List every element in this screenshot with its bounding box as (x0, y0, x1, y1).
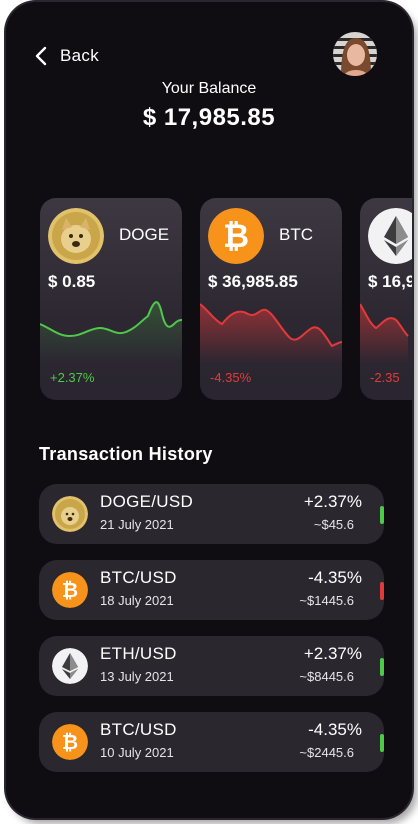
transaction-date: 21 July 2021 (100, 517, 174, 532)
doge-icon (52, 496, 88, 532)
transaction-pair: BTC/USD (100, 568, 177, 587)
coin-change: +2.37% (50, 370, 95, 385)
coin-card-eth[interactable]: ETH $ 16,9 -2.35 (360, 198, 412, 400)
trend-indicator (380, 582, 384, 600)
price-sparkline (360, 303, 409, 364)
transaction-change: -4.35% (308, 720, 362, 739)
coin-price: $ 16,9 (368, 272, 412, 291)
doge-icon (48, 208, 104, 264)
coin-card-btc[interactable]: ₿ BTC $ 36,985.85 -4.35% (200, 198, 342, 400)
price-sparkline (200, 303, 342, 364)
coin-change: -2.35 (370, 370, 400, 385)
balance-label: Your Balance (161, 80, 257, 97)
coin-symbol: DOGE (119, 225, 170, 244)
transaction-change: +2.37% (303, 492, 362, 511)
transaction-row[interactable]: ETH/USD 13 July 2021 +2.37% ~$8445.6 (39, 636, 384, 696)
bitcoin-icon: ₿ (52, 724, 88, 760)
ethereum-icon (52, 648, 88, 684)
ethereum-icon (368, 208, 412, 264)
transaction-amount: ~$1445.6 (299, 593, 354, 608)
balance-value: $ 17,985.85 (142, 104, 276, 131)
transaction-pair: ETH/USD (100, 644, 177, 663)
trend-indicator (380, 734, 384, 752)
transaction-change: +2.37% (303, 644, 362, 663)
svg-text:₿: ₿ (223, 218, 249, 254)
coin-price: $ 0.85 (48, 272, 96, 291)
svg-text:₿: ₿ (62, 732, 78, 754)
trend-indicator (380, 658, 384, 676)
transaction-date: 10 July 2021 (100, 745, 174, 760)
bitcoin-icon: ₿ (52, 572, 88, 608)
transaction-row[interactable]: ₿ BTC/USD 18 July 2021 -4.35% ~$1445.6 (39, 560, 384, 620)
transaction-date: 18 July 2021 (100, 593, 174, 608)
back-label: Back (60, 46, 99, 65)
coin-card-doge[interactable]: DOGE $ 0.85 +2.37% (40, 198, 182, 400)
svg-text:₿: ₿ (62, 580, 78, 602)
coin-symbol: BTC (279, 225, 313, 244)
coin-price: $ 36,985.85 (208, 272, 298, 291)
transaction-history-title: Transaction History (39, 444, 213, 464)
transaction-pair: BTC/USD (100, 720, 177, 739)
transaction-amount: ~$45.6 (313, 517, 354, 532)
coin-change: -4.35% (210, 370, 252, 385)
transaction-pair: DOGE/USD (100, 492, 194, 511)
transaction-amount: ~$8445.6 (299, 669, 354, 684)
price-sparkline (40, 301, 182, 364)
transaction-change: -4.35% (308, 568, 362, 587)
avatar[interactable] (333, 32, 377, 76)
app-screen: Back Your Balance $ 17,985.85 DOGE $ 0 (6, 2, 412, 818)
transaction-date: 13 July 2021 (100, 669, 174, 684)
back-button[interactable]: Back (34, 46, 99, 66)
transaction-amount: ~$2445.6 (299, 745, 354, 760)
chevron-left-icon (35, 46, 47, 66)
transaction-row[interactable]: DOGE/USD 21 July 2021 +2.37% ~$45.6 (39, 484, 384, 544)
transaction-row[interactable]: ₿ BTC/USD 10 July 2021 -4.35% ~$2445.6 (39, 712, 384, 772)
trend-indicator (380, 506, 384, 524)
bitcoin-icon: ₿ (208, 208, 264, 264)
